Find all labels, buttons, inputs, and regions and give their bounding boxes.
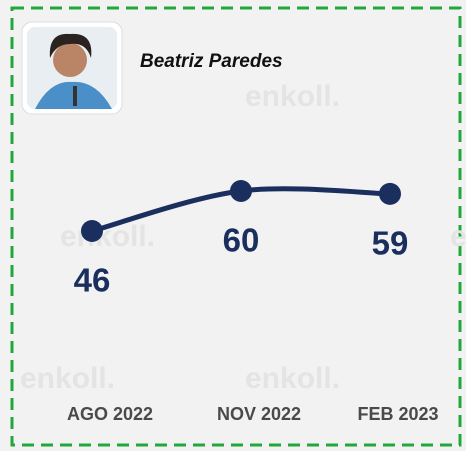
chart-title: Beatriz Paredes	[140, 51, 283, 72]
page: Beatriz Paredes enkoll. enkoll. enkoll. enk…	[0, 0, 466, 451]
watermark: enkoll.	[20, 362, 115, 395]
point	[379, 183, 401, 205]
data-label: 60	[223, 222, 260, 259]
watermark: enkoll.	[245, 362, 340, 395]
point	[230, 180, 252, 202]
x-tick-label: FEB 2023	[357, 404, 438, 424]
data-label: 59	[372, 225, 409, 262]
data-label: 46	[74, 262, 111, 299]
chart: Beatriz Paredes enkoll. enkoll. enkoll. enk…	[0, 0, 466, 451]
photo	[22, 22, 122, 114]
x-tick-label: NOV 2022	[217, 404, 301, 424]
x-tick-label: AGO 2022	[67, 404, 153, 424]
watermark: enkoll.	[245, 80, 340, 113]
watermark: enkoll.	[450, 220, 466, 253]
point	[81, 220, 103, 242]
